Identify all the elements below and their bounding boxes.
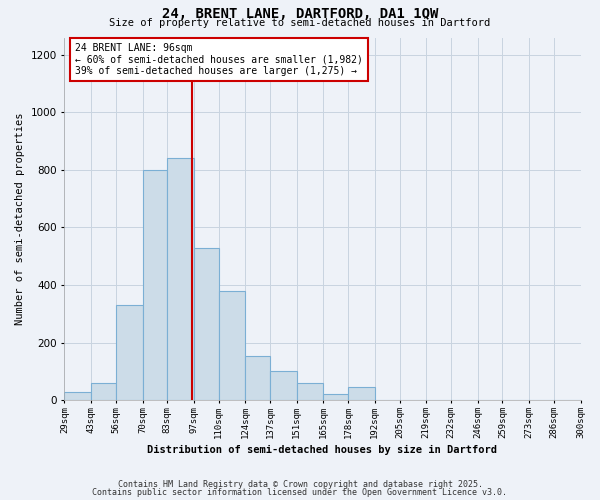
Text: 24 BRENT LANE: 96sqm
← 60% of semi-detached houses are smaller (1,982)
39% of se: 24 BRENT LANE: 96sqm ← 60% of semi-detac… [75,43,362,76]
X-axis label: Distribution of semi-detached houses by size in Dartford: Distribution of semi-detached houses by … [148,445,497,455]
Bar [167,158,194,400]
Bar [64,392,91,400]
Bar [245,356,270,400]
Bar [218,291,245,400]
Text: 24, BRENT LANE, DARTFORD, DA1 1QW: 24, BRENT LANE, DARTFORD, DA1 1QW [162,8,438,22]
Bar [116,305,143,400]
Bar [270,372,297,400]
Bar [297,383,323,400]
Bar [194,248,218,400]
Y-axis label: Number of semi-detached properties: Number of semi-detached properties [15,112,25,325]
Text: Contains public sector information licensed under the Open Government Licence v3: Contains public sector information licen… [92,488,508,497]
Bar [143,170,167,400]
Bar [91,383,116,400]
Bar [323,394,348,400]
Bar [348,388,375,400]
Text: Size of property relative to semi-detached houses in Dartford: Size of property relative to semi-detach… [109,18,491,28]
Text: Contains HM Land Registry data © Crown copyright and database right 2025.: Contains HM Land Registry data © Crown c… [118,480,482,489]
